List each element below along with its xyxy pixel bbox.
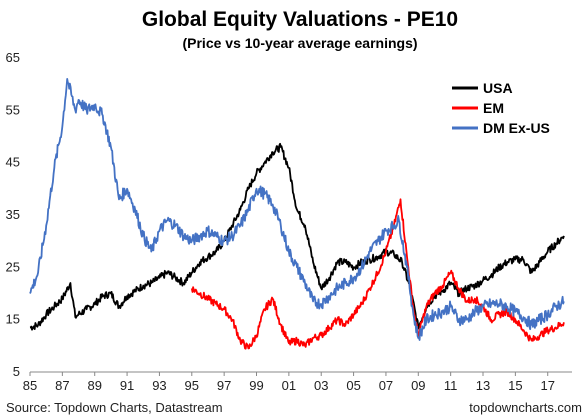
x-axis: 85 87 89 91 93 95 97 99 01 03 05 07 09 11 13 15 17	[23, 372, 555, 393]
x-tick-label: 11	[444, 378, 458, 393]
x-tick-label: 89	[87, 378, 101, 393]
series-line-usa	[29, 142, 565, 331]
legend-label: USA	[483, 80, 513, 96]
x-tick-label: 95	[185, 378, 199, 393]
y-tick-label: 15	[6, 312, 20, 327]
series-layer	[29, 78, 565, 350]
y-tick-label: 35	[6, 207, 20, 222]
legend-label: EM	[483, 100, 504, 116]
x-tick-label: 87	[55, 378, 69, 393]
x-tick-label: 17	[540, 378, 554, 393]
x-tick-label: 93	[152, 378, 166, 393]
x-tick-label: 85	[23, 378, 37, 393]
legend: USA EM DM Ex-US	[452, 80, 550, 136]
watermark: topdowncharts.com	[469, 400, 582, 415]
y-tick-label: 5	[13, 364, 20, 379]
chart-subtitle: (Price vs 10-year average earnings)	[182, 35, 417, 51]
x-tick-label: 15	[508, 378, 522, 393]
x-tick-label: 99	[249, 378, 263, 393]
legend-label: DM Ex-US	[483, 120, 550, 136]
y-tick-label: 65	[6, 50, 20, 65]
x-tick-label: 01	[282, 378, 296, 393]
y-tick-label: 55	[6, 102, 20, 117]
plot-area: 5 15 25 35 45 55 65 85 87 89 91 93 95 97 99 01 03 05 07 09…	[6, 50, 572, 393]
x-tick-label: 09	[411, 378, 425, 393]
x-tick-label: 91	[120, 378, 134, 393]
series-line-dm-ex-us	[29, 78, 565, 341]
y-axis: 5 15 25 35 45 55 65	[6, 50, 20, 379]
x-tick-label: 03	[314, 378, 328, 393]
x-tick-label: 07	[379, 378, 393, 393]
y-tick-label: 45	[6, 155, 20, 170]
x-tick-label: 13	[476, 378, 490, 393]
x-tick-label: 97	[217, 378, 231, 393]
x-tick-label: 05	[346, 378, 360, 393]
y-tick-label: 25	[6, 259, 20, 274]
source-note: Source: Topdown Charts, Datastream	[6, 400, 223, 415]
chart-title: Global Equity Valuations - PE10	[142, 8, 458, 31]
series-line-em	[190, 198, 565, 350]
